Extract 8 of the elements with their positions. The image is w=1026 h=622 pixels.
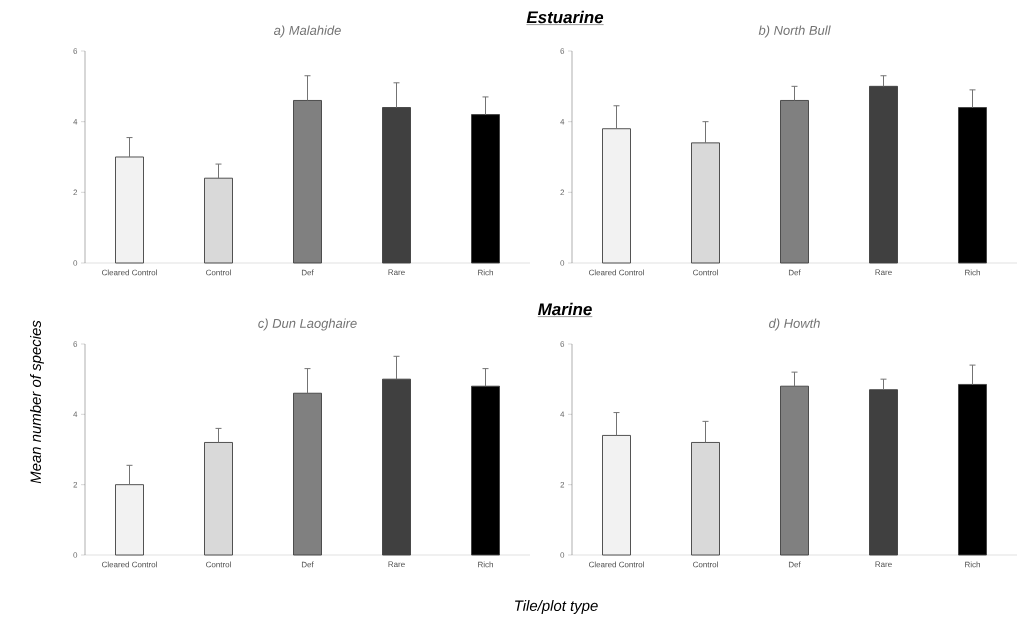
chart-title: c) Dun Laoghaire	[258, 318, 357, 331]
text: Tile/plot type	[515, 600, 598, 614]
text: Estuarine	[526, 10, 604, 24]
chart-title: a) Malahide	[273, 25, 341, 38]
chart-title: d) Howth	[769, 318, 820, 331]
text: Marine	[538, 302, 592, 316]
chart-title: b) North Bull	[758, 25, 831, 38]
text: Mean number of species	[30, 320, 44, 484]
